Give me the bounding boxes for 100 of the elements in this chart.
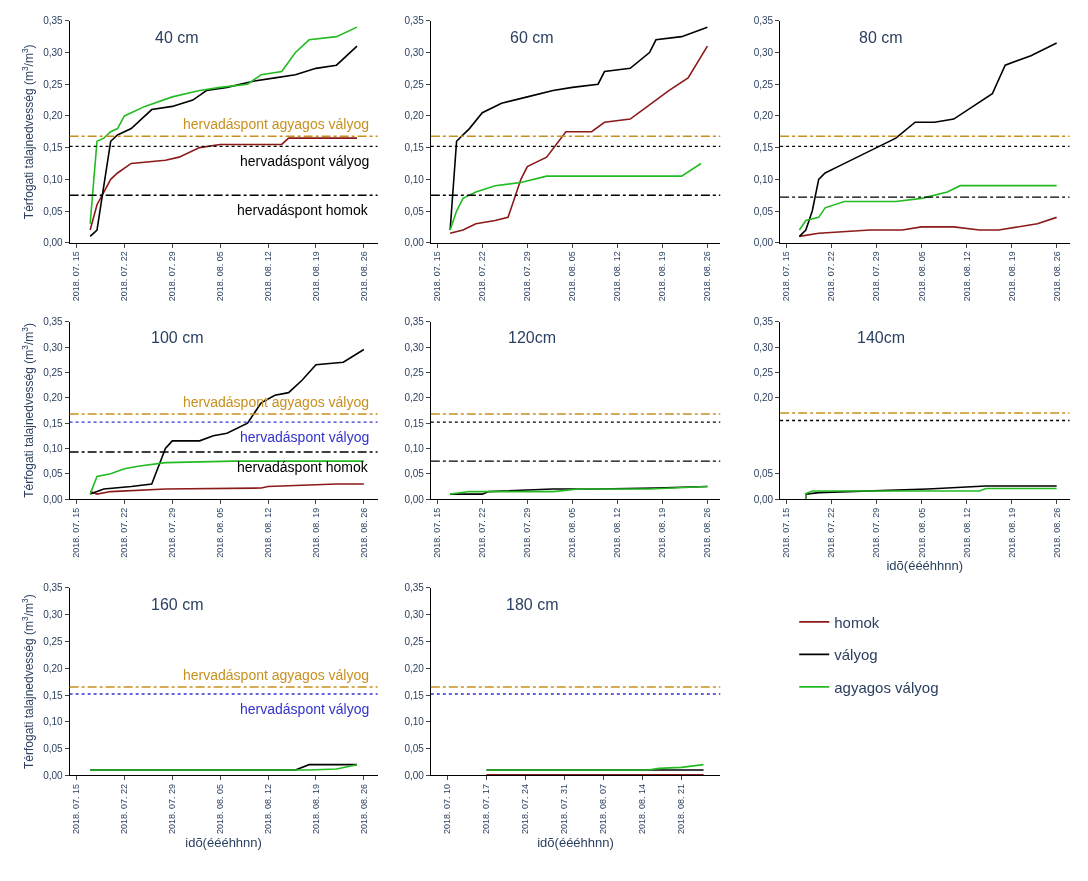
y-tick-label: 0,20 (404, 110, 425, 122)
x-axis-title: idõ(éééhhnn) (185, 834, 262, 850)
y-tick-label: 0,30 (43, 47, 64, 59)
x-tick-label: 2018. 08. 26 (358, 251, 369, 302)
y-tick-label: 0,35 (753, 15, 774, 27)
y-tick-label: 0,05 (404, 743, 425, 755)
x-tick-label: 2018. 08. 05 (916, 507, 927, 558)
y-tick-label: 0,35 (43, 316, 64, 328)
x-tick-label: 2018. 07. 17 (481, 783, 492, 835)
x-tick-label: 2018. 08. 12 (612, 251, 623, 302)
y-tick-label: 0,15 (404, 689, 425, 701)
x-tick-label: 2018. 07. 29 (522, 251, 533, 302)
x-axis-title: idõ(éééhhnn) (886, 558, 964, 574)
ref-line-label: hervadáspont vályog (240, 701, 370, 717)
x-tick-label: 2018. 07. 22 (477, 507, 488, 558)
x-tick-label: 2018. 07. 29 (167, 783, 178, 835)
y-tick-label: 0,35 (404, 316, 425, 328)
x-tick-label: 2018. 08. 12 (262, 251, 273, 302)
y-tick-label: 0,20 (753, 392, 774, 404)
x-tick-label: 2018. 07. 10 (442, 783, 453, 835)
x-tick-label: 2018. 07. 29 (871, 251, 882, 302)
ref-line-label: hervadáspont agyagos vályog (183, 667, 370, 683)
x-tick-label: 2018. 08. 19 (657, 251, 668, 302)
x-tick-label: 2018. 08. 26 (1051, 251, 1062, 302)
y-tick-label: 0,00 (43, 493, 64, 505)
x-tick-label: 2018. 07. 29 (522, 507, 533, 558)
x-tick-label: 2018. 08. 19 (657, 507, 668, 558)
y-tick-label: 0,10 (404, 716, 425, 728)
chart-title: 120cm (508, 329, 557, 346)
y-tick-label: 0,10 (404, 442, 425, 454)
ref-line-label: hervadáspont homok (237, 459, 369, 475)
y-tick-label: 0,30 (404, 47, 425, 59)
y-tick-label: 0,10 (43, 442, 64, 454)
y-tick-label: 0,15 (43, 417, 64, 429)
y-tick-label: 0,35 (404, 582, 425, 594)
y-tick-label: 0,30 (404, 341, 425, 353)
text: 60 cm (510, 29, 554, 46)
y-tick-label: 0,30 (43, 341, 64, 353)
y-tick-label: 0,35 (43, 582, 64, 594)
y-tick-label: 0,00 (404, 769, 425, 781)
x-tick-label: 2018. 08. 05 (215, 251, 226, 302)
x-tick-label: 2018. 07. 15 (71, 507, 82, 558)
x-tick-label: 2018. 07. 24 (520, 783, 531, 835)
y-tick-label: 0,00 (43, 237, 64, 249)
chart-title: 100 cm (151, 329, 204, 346)
y-tick-label: 0,05 (753, 468, 774, 480)
x-tick-label: 2018. 07. 22 (119, 507, 130, 558)
y-tick-label: 0,25 (43, 366, 64, 378)
x-tick-label: 2018. 08. 14 (637, 783, 648, 835)
x-tick-label: 2018. 08. 05 (215, 783, 226, 835)
y-tick-label: 0,10 (404, 173, 425, 185)
x-tick-label: 2018. 07. 29 (871, 507, 882, 558)
ref-line-label: hervadáspont vályog (240, 429, 370, 445)
y-tick-label: 0,15 (43, 142, 64, 154)
x-tick-label: 2018. 07. 15 (781, 507, 792, 558)
x-tick-label: 2018. 07. 15 (432, 507, 443, 558)
ref-line-label: hervadáspont agyagos vályog (183, 116, 370, 132)
y-tick-label: 0,20 (43, 110, 64, 122)
x-tick-label: 2018. 08. 05 (215, 507, 226, 558)
x-tick-label: 2018. 07. 15 (781, 251, 792, 302)
y-tick-label: 0,25 (753, 78, 774, 90)
y-tick-label: 0,35 (404, 15, 425, 27)
legend-label: vályog (834, 646, 878, 664)
x-tick-label: 2018. 08. 12 (961, 251, 972, 302)
x-axis-title: idõ(éééhhnn) (537, 834, 614, 850)
y-tick-label: 0,15 (43, 689, 64, 701)
y-tick-label: 0,15 (404, 142, 425, 154)
x-tick-label: 2018. 08. 19 (1006, 251, 1017, 302)
y-tick-label: 0,25 (404, 78, 425, 90)
ref-line-label: hervadáspont homok (237, 202, 369, 218)
legend-label: homok (834, 613, 880, 631)
y-tick-label: 0,05 (43, 468, 64, 480)
x-tick-label: 2018. 08. 05 (916, 251, 927, 302)
x-tick-label: 2018. 08. 26 (1051, 507, 1062, 558)
x-tick-label: 2018. 08. 19 (310, 507, 321, 558)
y-tick-label: 0,05 (404, 468, 425, 480)
x-tick-label: 2018. 07. 15 (71, 251, 82, 302)
x-tick-label: 2018. 08. 12 (961, 507, 972, 558)
x-tick-label: 2018. 08. 12 (262, 507, 273, 558)
text: 160 cm (151, 596, 204, 613)
x-tick-label: 2018. 08. 26 (702, 507, 713, 558)
y-tick-label: 0,25 (404, 636, 425, 648)
x-tick-label: 2018. 08. 19 (1006, 507, 1017, 558)
x-tick-label: 2018. 07. 22 (119, 783, 130, 835)
x-tick-label: 2018. 08. 05 (567, 251, 578, 302)
y-tick-label: 0,25 (404, 366, 425, 378)
x-tick-label: 2018. 08. 26 (358, 783, 369, 835)
y-tick-label: 0,10 (43, 716, 64, 728)
x-tick-label: 2018. 07. 22 (826, 251, 837, 302)
y-tick-label: 0,10 (43, 173, 64, 185)
y-tick-label: 0,30 (43, 609, 64, 621)
y-tick-label: 0,20 (43, 662, 64, 674)
y-tick-label: 0,15 (753, 142, 774, 154)
y-tick-label: 0,20 (753, 110, 774, 122)
y-tick-label: 0,20 (43, 392, 64, 404)
x-tick-label: 2018. 08. 19 (310, 783, 321, 835)
y-tick-label: 0,20 (404, 392, 425, 404)
y-tick-label: 0,00 (753, 237, 774, 249)
y-tick-label: 0,35 (753, 316, 774, 328)
y-tick-label: 0,30 (753, 47, 774, 59)
